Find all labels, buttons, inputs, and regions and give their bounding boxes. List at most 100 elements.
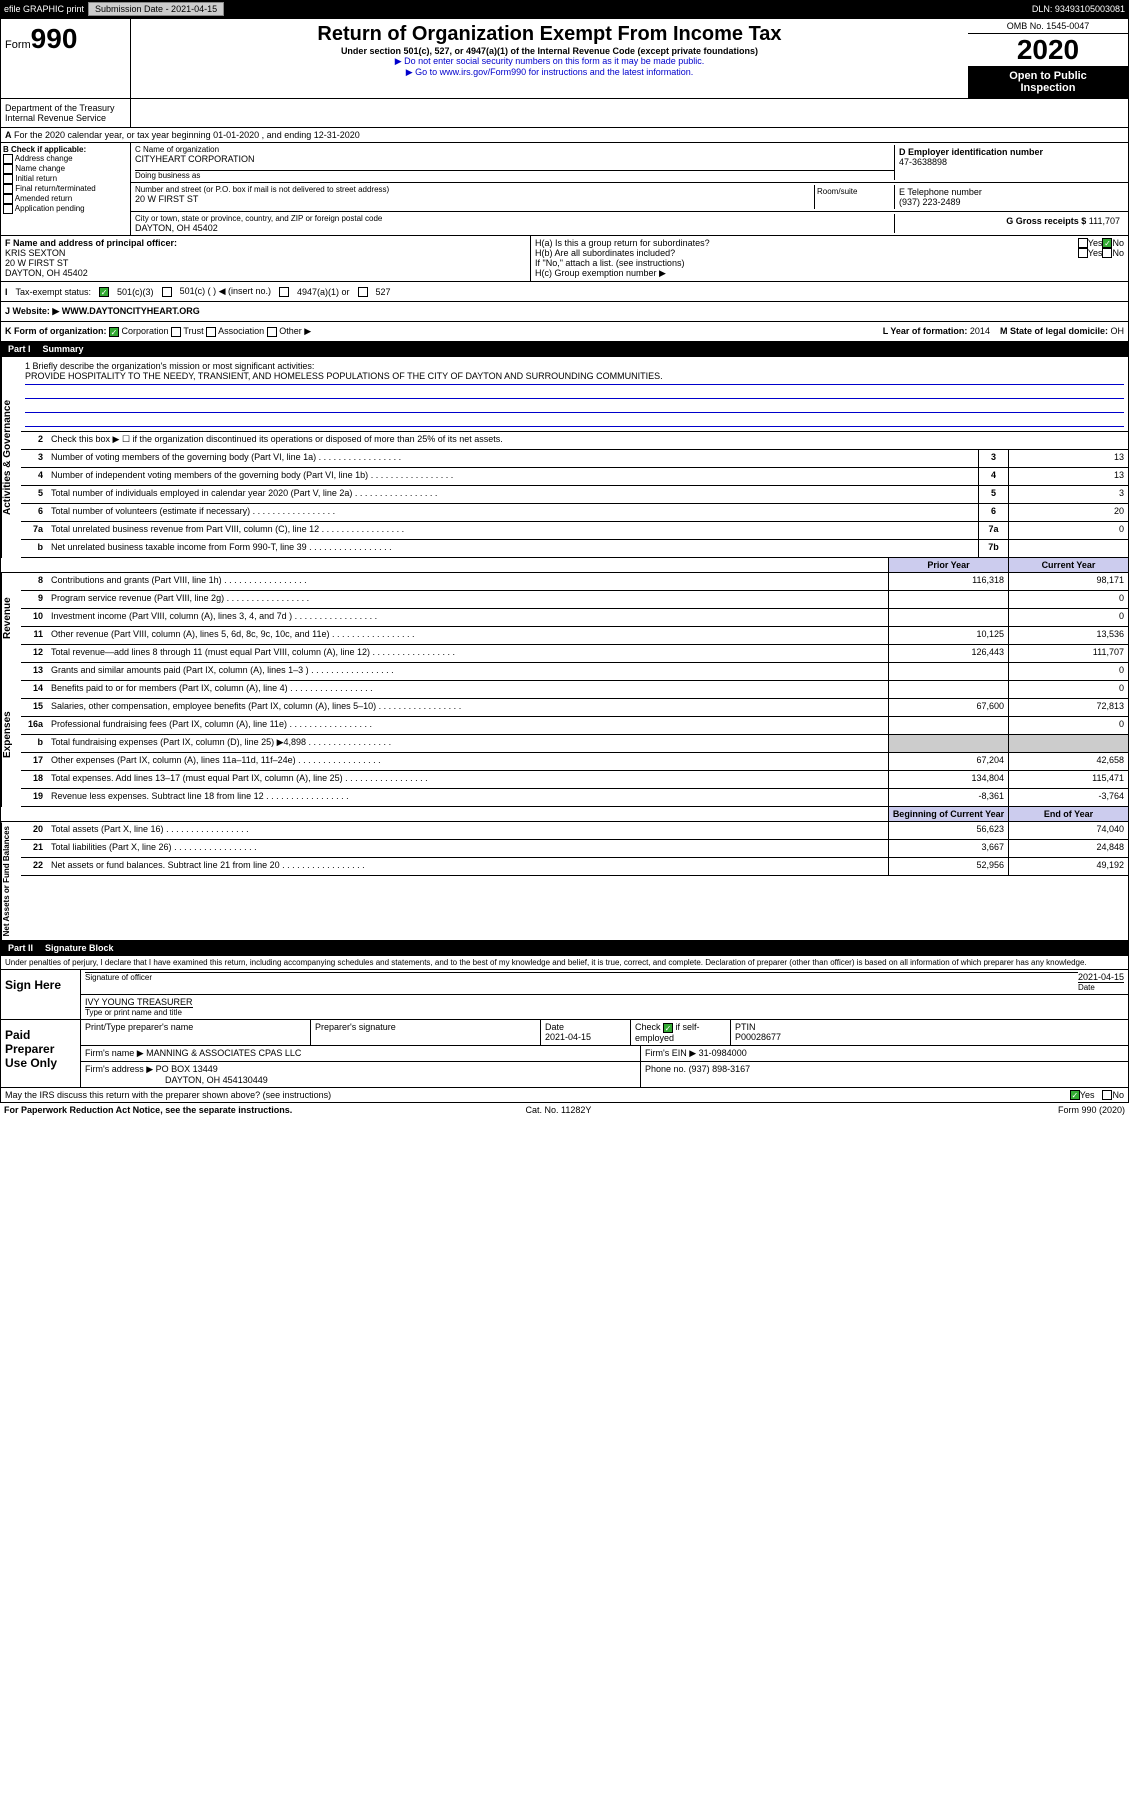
inspection-line2: Inspection	[972, 82, 1124, 94]
firm-addr1: PO BOX 13449	[156, 1064, 218, 1074]
chk-501c[interactable]	[162, 287, 172, 297]
chk-association[interactable]	[206, 327, 216, 337]
declaration-text: Under penalties of perjury, I declare th…	[0, 955, 1129, 969]
f-officer-label: F Name and address of principal officer:	[5, 238, 526, 248]
officer-addr2: DAYTON, OH 45402	[5, 268, 526, 278]
chk-trust[interactable]	[171, 327, 181, 337]
discuss-yes[interactable]	[1070, 1090, 1080, 1100]
dln: DLN: 93493105003081	[1032, 4, 1125, 14]
signature-block: Sign Here Signature of officer 2021-04-1…	[0, 969, 1129, 1088]
j-label: J Website: ▶	[5, 306, 59, 316]
page-footer: For Paperwork Reduction Act Notice, see …	[0, 1103, 1129, 1117]
m-label: M State of legal domicile:	[1000, 326, 1108, 336]
ha-yes[interactable]	[1078, 238, 1088, 248]
firm-name-label: Firm's name ▶	[85, 1048, 144, 1058]
mission-text: PROVIDE HOSPITALITY TO THE NEEDY, TRANSI…	[25, 371, 1124, 385]
chk-other[interactable]	[267, 327, 277, 337]
sign-here-label: Sign Here	[1, 970, 81, 1019]
mission-block: 1 Briefly describe the organization's mi…	[21, 357, 1128, 432]
prep-name-hdr: Print/Type preparer's name	[81, 1020, 311, 1046]
city-value: DAYTON, OH 45402	[135, 223, 894, 233]
line-3: 3 Number of voting members of the govern…	[21, 450, 1128, 468]
addr-label: Number and street (or P.O. box if mail i…	[135, 185, 389, 194]
street-address: 20 W FIRST ST	[135, 194, 814, 204]
form-subtitle: Under section 501(c), 527, or 4947(a)(1)…	[135, 46, 964, 56]
dept-irs: Internal Revenue Service	[5, 113, 126, 123]
chk-501c3[interactable]	[99, 287, 109, 297]
ein-value: 47-3638898	[899, 157, 1120, 167]
l-label: L Year of formation:	[883, 326, 968, 336]
chk-527[interactable]	[358, 287, 368, 297]
kl-row: K Form of organization: Corporation Trus…	[0, 322, 1129, 342]
ha-no[interactable]	[1102, 238, 1112, 248]
year-formation: 2014	[970, 326, 990, 336]
discuss-question: May the IRS discuss this return with the…	[5, 1090, 1070, 1100]
signer-name: IVY YOUNG TREASURER	[85, 997, 193, 1007]
chk-final-return[interactable]: Final return/terminated	[3, 184, 128, 194]
hc-label: H(c) Group exemption number ▶	[535, 268, 1124, 279]
prep-date-hdr: Date	[545, 1022, 564, 1032]
side-revenue: Revenue	[1, 573, 21, 663]
org-name: CITYHEART CORPORATION	[135, 154, 894, 164]
part-i-header: Part I Summary	[0, 342, 1129, 356]
line-19: 19 Revenue less expenses. Subtract line …	[21, 789, 1128, 807]
hb-label: H(b) Are all subordinates included?	[535, 248, 1078, 258]
top-bar: efile GRAPHIC print efile GRAPHIC print …	[0, 0, 1129, 18]
discuss-no[interactable]	[1102, 1090, 1112, 1100]
chk-4947[interactable]	[279, 287, 289, 297]
line-16a: 16a Professional fundraising fees (Part …	[21, 717, 1128, 735]
footer-catno: Cat. No. 11282Y	[526, 1105, 592, 1115]
hdr-current-year: Current Year	[1008, 558, 1128, 572]
c-name-label: C Name of organization	[135, 145, 894, 154]
side-governance: Activities & Governance	[1, 357, 21, 558]
line-4: 4 Number of independent voting members o…	[21, 468, 1128, 486]
gross-receipts: 111,707	[1089, 216, 1120, 226]
side-net-assets: Net Assets or Fund Balances	[1, 822, 21, 940]
line-12: 12 Total revenue—add lines 8 through 11 …	[21, 645, 1128, 663]
col-header-2: Beginning of Current Year End of Year	[1, 807, 1128, 822]
chk-corporation[interactable]	[109, 327, 119, 337]
firm-ein-label: Firm's EIN ▶	[645, 1048, 696, 1058]
room-suite-label: Room/suite	[814, 185, 894, 209]
prep-date: 2021-04-15	[545, 1032, 591, 1042]
form-note2[interactable]: ▶ Go to www.irs.gov/Form990 for instruct…	[135, 67, 964, 78]
chk-initial-return[interactable]: Initial return	[3, 174, 128, 184]
line-15: 15 Salaries, other compensation, employe…	[21, 699, 1128, 717]
summary-body: Activities & Governance 1 Briefly descri…	[0, 356, 1129, 941]
hb-yes[interactable]	[1078, 248, 1088, 258]
part-i-label: Part I	[8, 344, 31, 354]
i-label: Tax-exempt status:	[16, 287, 92, 297]
chk-address-change[interactable]: Address change	[3, 154, 128, 164]
firm-phone-label: Phone no.	[645, 1064, 686, 1074]
phone-value: (937) 223-2489	[899, 197, 1120, 207]
e-phone-label: E Telephone number	[899, 187, 1120, 197]
side-expenses: Expenses	[1, 663, 21, 807]
line-a: A For the 2020 calendar year, or tax yea…	[0, 128, 1129, 143]
omb-number: OMB No. 1545-0047	[968, 19, 1128, 34]
chk-self-employed[interactable]	[663, 1023, 673, 1033]
discuss-row: May the IRS discuss this return with the…	[0, 1088, 1129, 1103]
ha-label: H(a) Is this a group return for subordin…	[535, 238, 1078, 248]
city-label: City or town, state or province, country…	[135, 214, 894, 223]
line-6: 6 Total number of volunteers (estimate i…	[21, 504, 1128, 522]
form-no-digits: 990	[31, 23, 78, 54]
officer-addr1: 20 W FIRST ST	[5, 258, 526, 268]
mission-question: 1 Briefly describe the organization's mi…	[25, 361, 1124, 371]
signer-name-label: Type or print name and title	[85, 1007, 193, 1017]
chk-name-change[interactable]: Name change	[3, 164, 128, 174]
website-url[interactable]: WWW.DAYTONCITYHEART.ORG	[62, 306, 200, 316]
i-tax-status: I Tax-exempt status: 501(c)(3) 501(c) ( …	[0, 282, 1129, 302]
hb-no[interactable]	[1102, 248, 1112, 258]
inspection-badge: Open to Public Inspection	[968, 66, 1128, 98]
footer-notice: For Paperwork Reduction Act Notice, see …	[4, 1105, 292, 1115]
prep-sig-hdr: Preparer's signature	[311, 1020, 541, 1046]
line-22: 22 Net assets or fund balances. Subtract…	[21, 858, 1128, 876]
footer-form: Form 990 (2020)	[1058, 1105, 1125, 1115]
part-i-title: Summary	[43, 344, 84, 354]
chk-application-pending[interactable]: Application pending	[3, 204, 128, 214]
form-prefix: Form	[5, 39, 31, 51]
dept-treasury: Department of the Treasury	[5, 103, 126, 113]
chk-amended-return[interactable]: Amended return	[3, 194, 128, 204]
part-ii-title: Signature Block	[45, 943, 114, 953]
line-20: 20 Total assets (Part X, line 16) 56,623…	[21, 822, 1128, 840]
